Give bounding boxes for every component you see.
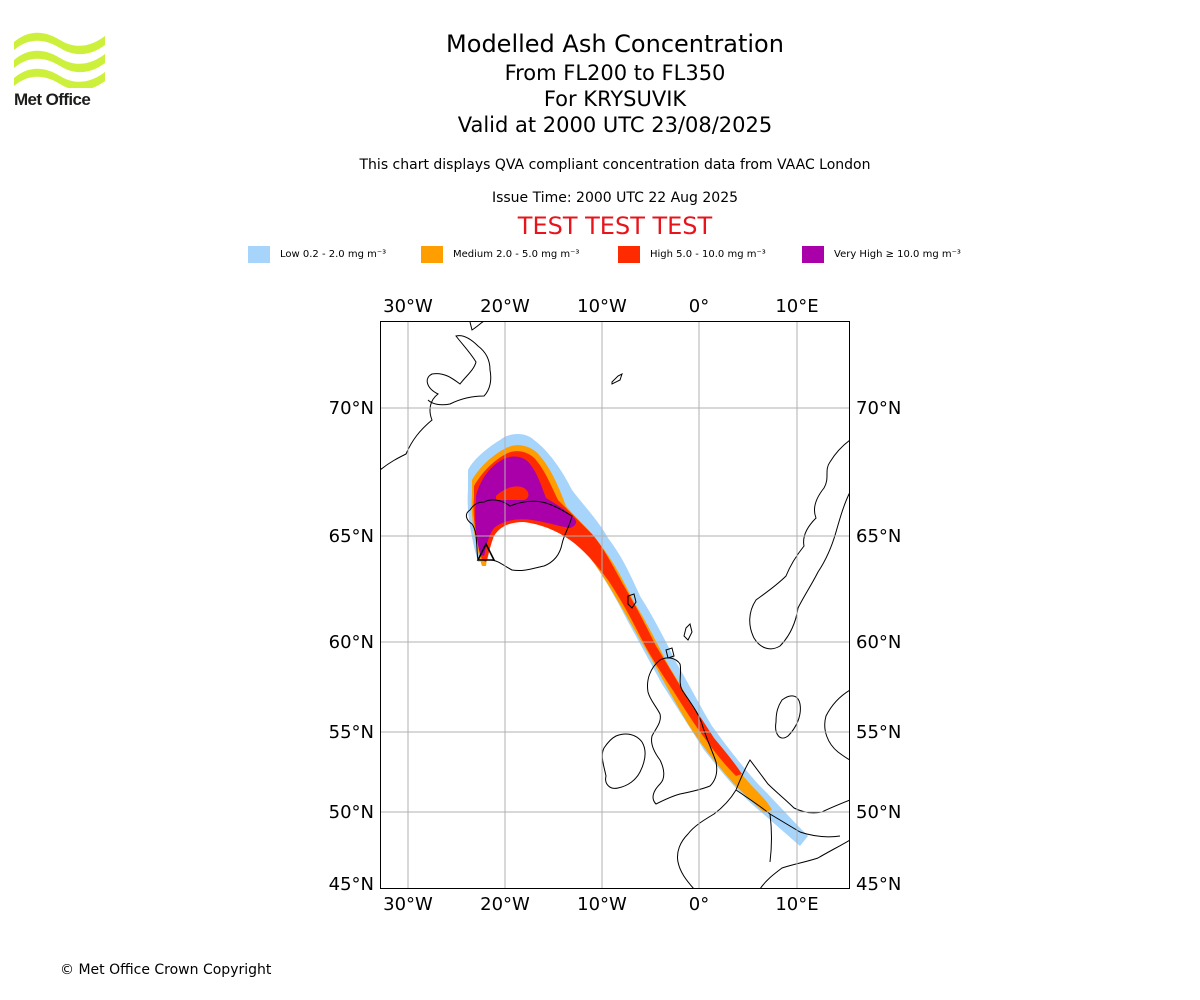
country-borders bbox=[735, 789, 841, 863]
norway-coast bbox=[749, 439, 850, 650]
legend-swatch-low bbox=[248, 245, 270, 263]
map-background bbox=[380, 321, 850, 889]
faroe-coast bbox=[627, 593, 637, 609]
great-britain-coast bbox=[647, 657, 718, 805]
issue-time: Issue Time: 2000 UTC 22 Aug 2025 bbox=[491, 190, 739, 206]
legend-label-low: Low 0.2 - 2.0 mg m⁻³ bbox=[280, 248, 387, 260]
title-line-3: For KRYSUVIK bbox=[543, 87, 687, 111]
lon-tick-top: 0° bbox=[689, 296, 709, 317]
logo-text: Met Office bbox=[14, 90, 91, 109]
lat-tick-left: 45°N bbox=[329, 874, 374, 895]
lat-tick-left: 50°N bbox=[329, 802, 374, 823]
lat-tick-right: 60°N bbox=[856, 632, 901, 653]
lat-tick-right: 55°N bbox=[856, 722, 901, 743]
lat-tick-right: 70°N bbox=[856, 398, 901, 419]
met-office-logo: Met Office bbox=[14, 30, 110, 112]
lon-tick-top: 10°W bbox=[577, 296, 627, 317]
legend-label-very-high: Very High ≥ 10.0 mg m⁻³ bbox=[834, 248, 961, 260]
legend: Low 0.2 - 2.0 mg m⁻³ Medium 2.0 - 5.0 mg… bbox=[0, 244, 1200, 264]
subtitle: This chart displays QVA compliant concen… bbox=[359, 157, 871, 173]
graticule bbox=[380, 321, 850, 889]
met-office-waves-icon bbox=[14, 32, 105, 91]
legend-label-high: High 5.0 - 10.0 mg m⁻³ bbox=[650, 248, 766, 260]
iceland-coast bbox=[465, 499, 573, 571]
chart-title: Modelled Ash Concentration From FL200 to… bbox=[315, 28, 915, 138]
lat-tick-left: 60°N bbox=[329, 632, 374, 653]
ash-high-core bbox=[496, 486, 529, 500]
lat-tick-right: 50°N bbox=[856, 802, 901, 823]
lon-tick-bottom: 30°W bbox=[383, 894, 433, 915]
ireland-coast bbox=[601, 733, 646, 789]
copyright: © Met Office Crown Copyright bbox=[60, 962, 272, 978]
legend-swatch-high bbox=[618, 245, 640, 263]
orkney-coast bbox=[665, 647, 675, 659]
legend-item-low: Low 0.2 - 2.0 mg m⁻³ bbox=[248, 244, 386, 264]
coastlines bbox=[380, 321, 850, 889]
lon-tick-top: 10°E bbox=[775, 296, 818, 317]
legend-item-very-high: Very High ≥ 10.0 mg m⁻³ bbox=[802, 244, 961, 264]
lon-tick-bottom: 0° bbox=[689, 894, 709, 915]
title-line-4: Valid at 2000 UTC 23/08/2025 bbox=[457, 113, 773, 137]
lon-tick-bottom: 10°W bbox=[577, 894, 627, 915]
ash-low-region bbox=[467, 434, 808, 846]
title-line-2: From FL200 to FL350 bbox=[504, 61, 726, 85]
lat-tick-left: 65°N bbox=[329, 526, 374, 547]
title-line-1: Modelled Ash Concentration bbox=[446, 30, 784, 58]
map-frame bbox=[380, 321, 850, 889]
lat-tick-left: 55°N bbox=[329, 722, 374, 743]
lat-tick-right: 65°N bbox=[856, 526, 901, 547]
lon-tick-top: 30°W bbox=[383, 296, 433, 317]
lat-tick-left: 70°N bbox=[329, 398, 374, 419]
jan-mayen-coast bbox=[611, 373, 623, 385]
lon-tick-top: 20°W bbox=[480, 296, 530, 317]
volcano-marker-krysuvik bbox=[476, 542, 496, 561]
legend-label-medium: Medium 2.0 - 5.0 mg m⁻³ bbox=[453, 248, 580, 260]
map-area bbox=[380, 321, 850, 889]
legend-swatch-very-high bbox=[802, 245, 824, 263]
legend-swatch-medium bbox=[421, 245, 443, 263]
test-banner: TEST TEST TEST bbox=[517, 212, 713, 240]
ash-very-high-region bbox=[475, 456, 577, 556]
shetland-coast bbox=[683, 623, 693, 641]
lat-tick-right: 45°N bbox=[856, 874, 901, 895]
legend-item-high: High 5.0 - 10.0 mg m⁻³ bbox=[618, 244, 766, 264]
lon-tick-bottom: 20°W bbox=[480, 894, 530, 915]
legend-item-medium: Medium 2.0 - 5.0 mg m⁻³ bbox=[421, 244, 579, 264]
lon-tick-bottom: 10°E bbox=[775, 894, 818, 915]
